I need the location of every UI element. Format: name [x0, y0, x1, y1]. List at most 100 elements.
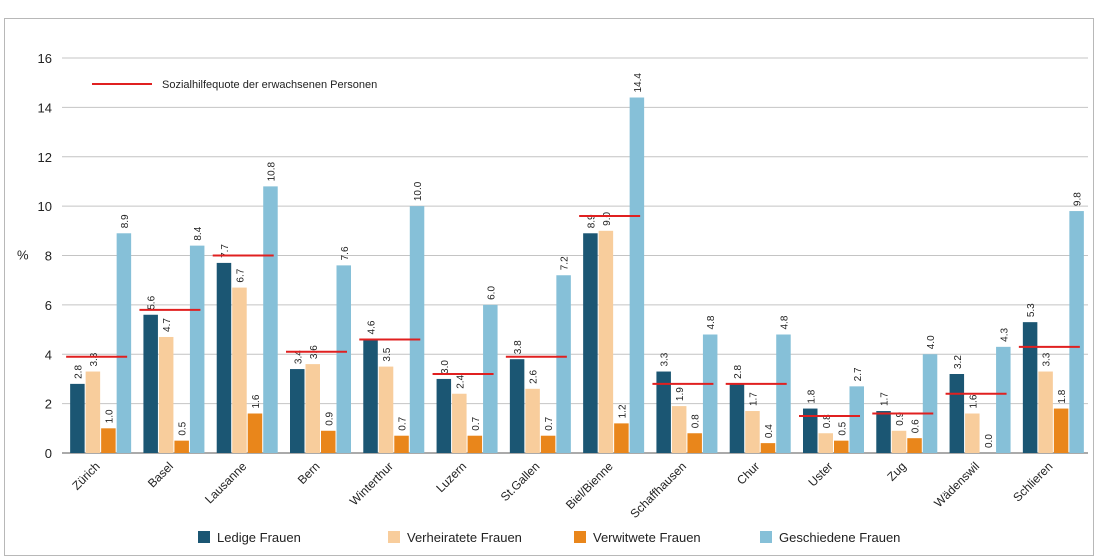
bar — [1022, 322, 1038, 453]
y-tick-label: 6 — [45, 298, 52, 313]
bar — [891, 430, 907, 453]
bar — [378, 366, 394, 453]
bar — [556, 275, 571, 453]
x-tick-label: Luzern — [433, 459, 469, 495]
bar — [760, 443, 776, 453]
bar-value-label: 2.8 — [733, 365, 744, 379]
bar — [803, 408, 818, 453]
bar-value-label: 9.0 — [602, 211, 613, 225]
bar — [363, 339, 378, 453]
bar — [336, 265, 351, 453]
bar — [776, 334, 791, 453]
bar-value-label: 4.0 — [926, 335, 937, 349]
bar — [290, 369, 305, 453]
x-tick-label: Winterthur — [347, 459, 396, 508]
legend-swatch — [574, 531, 586, 543]
x-tick-label: Uster — [805, 459, 835, 489]
legend-label: Verwitwete Frauen — [593, 530, 701, 545]
x-tick-label: Chur — [734, 459, 762, 487]
bar-value-label: 2.8 — [73, 365, 84, 379]
bar-value-label: 5.3 — [1026, 303, 1037, 317]
bar-value-label: 1.7 — [748, 392, 759, 406]
bar-value-label: 7.7 — [220, 244, 231, 258]
legend-label: Verheiratete Frauen — [407, 530, 522, 545]
x-tick-label: Basel — [145, 459, 176, 490]
y-tick-label: 16 — [38, 51, 52, 66]
bar — [232, 287, 247, 453]
bar — [876, 411, 891, 453]
bar — [101, 428, 116, 453]
bar-value-label: 7.2 — [560, 256, 571, 270]
legend-label: Ledige Frauen — [217, 530, 301, 545]
chart-frame — [4, 18, 1094, 556]
y-tick-label: 4 — [45, 347, 52, 362]
bar — [525, 388, 540, 453]
bar — [996, 346, 1011, 453]
bar — [158, 336, 174, 453]
bar — [1069, 211, 1084, 453]
bar-value-label: 0.0 — [984, 434, 995, 448]
bar-value-label: 3.0 — [440, 360, 451, 374]
bar-value-label: 6.0 — [486, 286, 497, 300]
bar-value-label: 0.7 — [471, 416, 482, 430]
bar-value-label: 3.4 — [293, 350, 304, 364]
y-tick-label: 0 — [45, 446, 52, 461]
bar — [247, 413, 263, 453]
bar-value-label: 4.8 — [706, 315, 717, 329]
bar-value-label: 10.8 — [266, 161, 277, 181]
x-tick-label: Schaffhausen — [627, 459, 689, 521]
bar — [143, 314, 158, 453]
bar — [614, 423, 629, 453]
bar — [394, 435, 409, 453]
x-tick-label: St.Gallen — [498, 459, 543, 504]
bar-value-label: 10.0 — [413, 181, 424, 201]
x-tick-label: Bern — [295, 459, 323, 487]
bar-value-label: 0.9 — [895, 411, 906, 425]
bar-value-label: 2.6 — [529, 369, 540, 383]
bar — [70, 383, 85, 453]
bar — [729, 383, 745, 453]
reference-legend-label: Sozialhilfequote der erwachsenen Persone… — [162, 79, 377, 91]
bar — [321, 430, 336, 453]
bar-value-label: 4.3 — [999, 328, 1010, 342]
bar-value-label: 0.8 — [691, 414, 702, 428]
bar-value-label: 4.7 — [162, 318, 173, 332]
bar-value-label: 3.5 — [382, 347, 393, 361]
x-tick-label: Biel/Bienne — [563, 459, 616, 512]
bar-value-label: 14.4 — [633, 73, 644, 93]
bar-value-label: 1.9 — [675, 387, 686, 401]
bar — [629, 97, 645, 453]
bar — [189, 245, 205, 453]
bar-value-label: 3.3 — [89, 352, 100, 366]
bar-value-label: 9.8 — [1073, 192, 1084, 206]
bar — [85, 371, 101, 453]
bar-value-label: 4.8 — [779, 315, 790, 329]
bar — [409, 206, 425, 453]
bar-value-label: 4.6 — [367, 320, 378, 334]
x-tick-label: Zürich — [69, 459, 102, 492]
bar — [116, 233, 132, 453]
bar-value-label: 3.2 — [953, 355, 964, 369]
bar-value-label: 1.6 — [968, 394, 979, 408]
bar-value-label: 0.4 — [764, 424, 775, 438]
bar — [467, 435, 483, 453]
bar — [1053, 408, 1069, 453]
bar — [656, 371, 671, 453]
bar — [834, 440, 849, 453]
bar — [907, 438, 922, 453]
bar-value-label: 1.2 — [617, 404, 628, 418]
bar — [216, 262, 232, 453]
bar-value-label: 1.8 — [806, 389, 817, 403]
bar — [540, 435, 556, 453]
bar-value-label: 0.6 — [911, 419, 922, 433]
bar — [745, 411, 760, 453]
bar — [452, 393, 467, 453]
bar-value-label: 3.3 — [1042, 352, 1053, 366]
bar-value-label: 3.3 — [660, 352, 671, 366]
bar — [1038, 371, 1053, 453]
bar-value-label: 0.5 — [837, 421, 848, 435]
bar — [671, 406, 687, 453]
legend-label: Geschiedene Frauen — [779, 530, 900, 545]
bar-value-label: 7.6 — [340, 246, 351, 260]
